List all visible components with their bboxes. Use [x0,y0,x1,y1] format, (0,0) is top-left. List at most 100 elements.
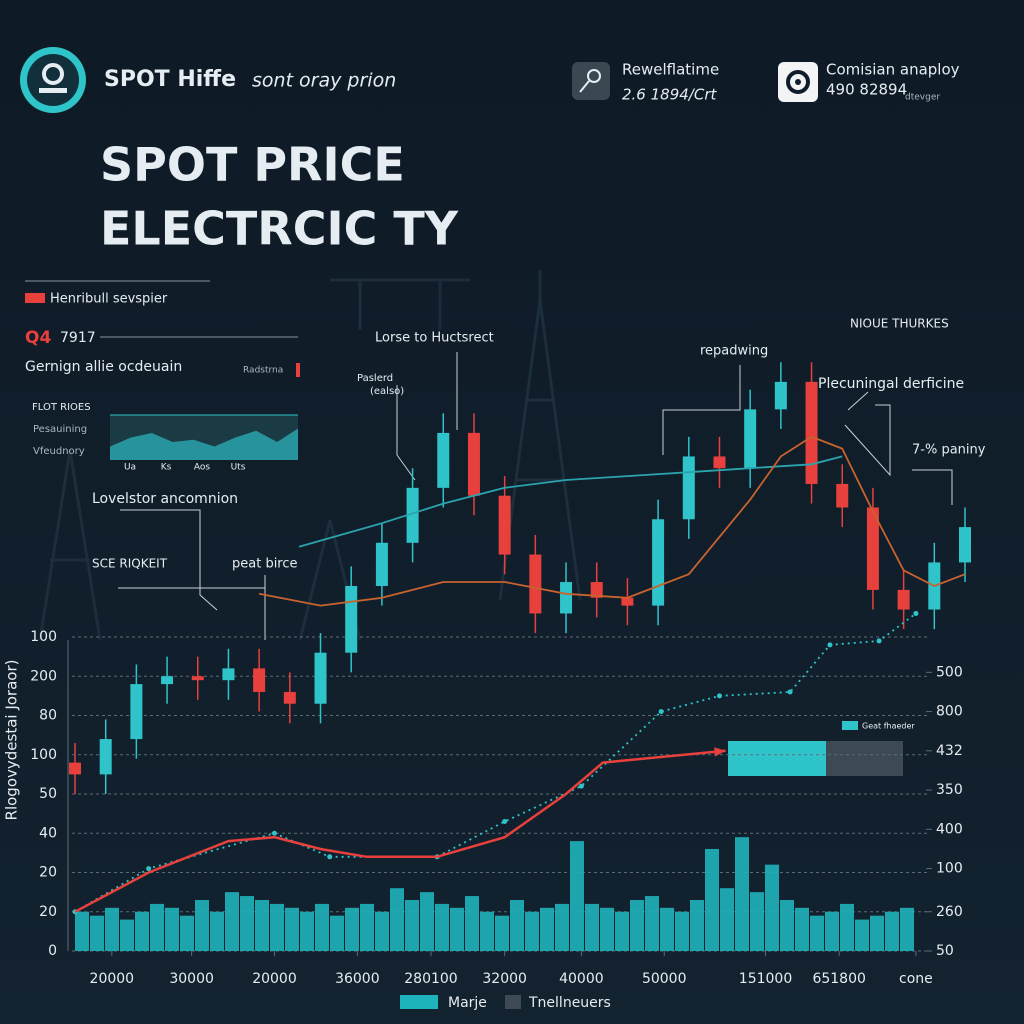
candle-body [590,582,603,598]
stat-note: dtevger [905,93,940,103]
legend-label: Tnellneuers [528,995,611,1011]
mini-x-label: Aos [194,463,211,473]
volume-bar [555,903,569,951]
y2-tick-label: 500 [936,664,963,680]
y2-tick-label: 100 [936,861,963,877]
annotation: Paslerd [357,373,393,384]
volume-bar [780,899,794,951]
volume-bar [240,896,254,951]
highlight-box [826,741,903,776]
y-tick-label: 100 [30,629,57,645]
legend-label: Marje [448,995,487,1011]
volume-bar [435,903,449,951]
y2-tick-label: 50 [936,943,954,959]
y-tick-label: 80 [39,708,57,724]
volume-bar [675,911,689,951]
volume-bar [720,888,734,951]
line-point [578,783,584,789]
legend-swatch [505,995,521,1009]
volume-bar [630,899,644,951]
candle-body [437,432,450,488]
volume-bar [225,892,239,951]
annotation: peat birce [232,557,298,572]
volume-bar [330,915,344,951]
line-point [787,689,793,695]
y-tick-label: 200 [30,668,57,684]
line-point [327,854,333,860]
line-series [74,749,726,913]
candle-body [130,684,143,740]
candle-body [69,762,81,775]
mini-x-label: Ua [124,463,136,473]
stat-icon-glyph [786,70,810,94]
title: ELECTRCIC TY [100,202,459,256]
volume-bar [360,903,374,951]
x-tick-label: 40000 [559,971,604,987]
candle-body [99,739,112,775]
candle-body [529,554,542,614]
volume-bar [855,919,869,951]
volume-bar [150,903,164,951]
candle-body [744,409,757,469]
y-tick-label: 20 [39,904,57,920]
y-tick-label: 20 [39,865,57,881]
line-point [827,642,833,648]
volume-bar [450,907,464,951]
volume-bar [510,899,524,951]
stat-value: 2.6 1894/Crt [622,86,717,104]
volume-bar [795,907,809,951]
volume-bar [195,899,209,951]
y2-tick-label: 400 [936,821,963,837]
volume-bar [300,911,314,951]
volume-bar [75,911,89,951]
logo-inner [27,54,79,106]
candle-body [836,483,849,508]
volume-bar [270,903,284,951]
volume-bar [690,899,704,951]
highlight-swatch [842,721,858,730]
y2-tick-label: 350 [936,782,963,798]
stat-value: 490 82894 [826,81,907,99]
volume-bar [525,911,539,951]
leader-lines [118,352,953,640]
annotation: Geat fhaeder [862,722,915,731]
volume-bar [405,899,419,951]
volume-bar [90,915,104,951]
y-tick-label: 0 [48,943,57,959]
x-tick-label: 151000 [739,971,792,987]
annotation: (ealso) [370,386,404,397]
legend-swatch [25,293,45,303]
volume-bar [705,848,719,951]
candle-body [805,381,818,484]
volume-bar [255,899,269,951]
candle-body [713,456,726,469]
volume-bar [390,888,404,951]
y-tick-label: 100 [30,747,57,763]
candle-body [314,652,327,704]
candle-body [406,487,419,543]
volume-bar [285,907,299,951]
annotation: SCE RIQKEIT [92,557,168,571]
candle-body [682,456,695,520]
volume-bar [600,907,614,951]
stat-icon-glyph [579,80,590,93]
volume-bar [210,911,224,951]
candle-body [621,597,634,606]
annotation: Lovelstor ancomnion [92,491,238,507]
panel-row-label: Pesauining [33,424,87,435]
logo-icon-base [39,88,67,93]
candle-body [375,542,388,586]
candle-body [161,676,174,685]
annotation: repadwing [700,344,768,359]
candle-body [774,381,787,410]
annotation: NIOUE THURKES [850,317,949,331]
candle-body [897,589,910,610]
candle-body [652,519,665,606]
panel-subtitle: Gernign allie ocdeuain [25,359,182,375]
x-tick-label: 36000 [335,971,380,987]
mini-x-label: Uts [231,463,246,473]
volume-bar [825,911,839,951]
volume-bar [645,896,659,951]
volume-bar [420,892,434,951]
candle-body [498,495,511,555]
